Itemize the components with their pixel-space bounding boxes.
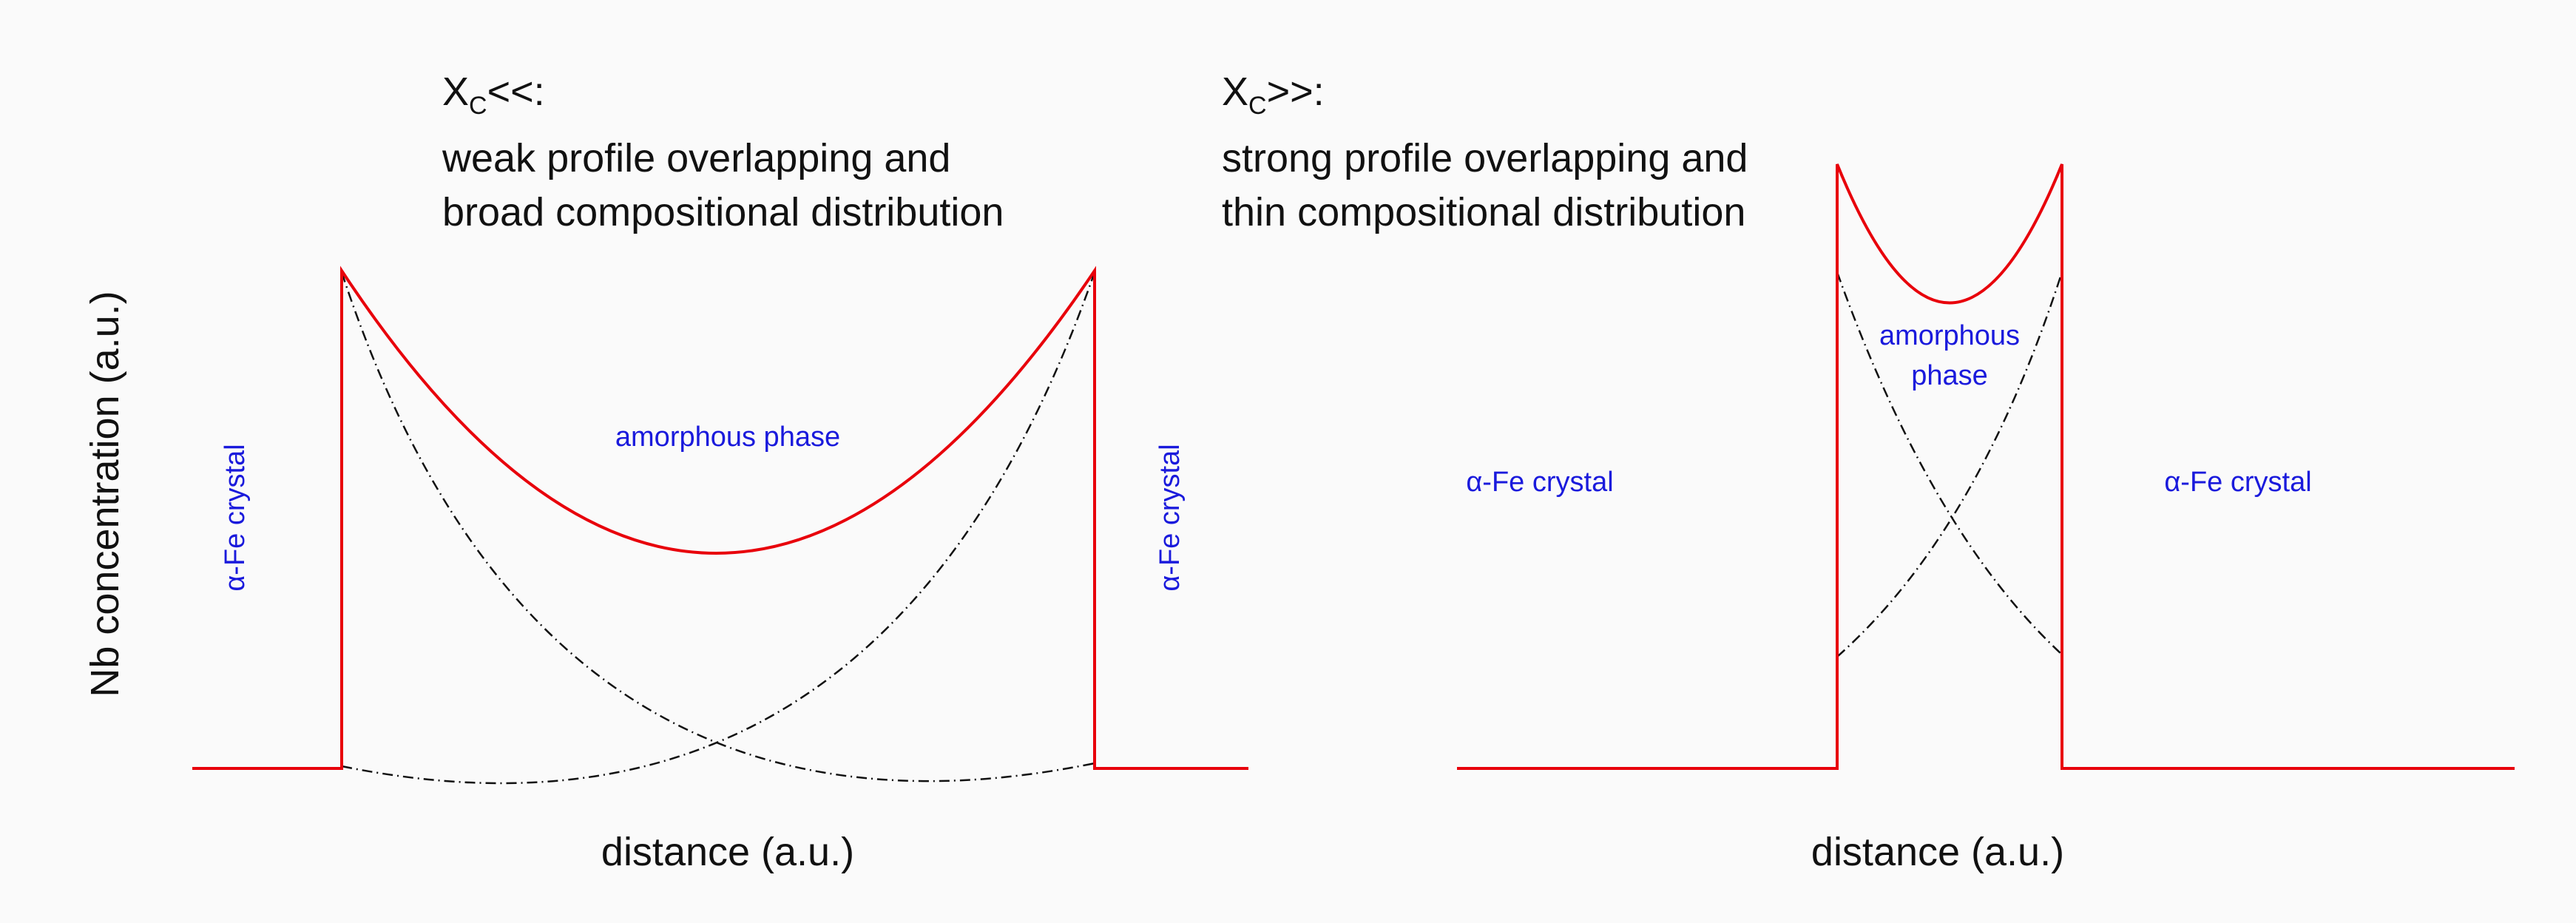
left-heading-subscript: C bbox=[469, 92, 487, 120]
right-heading: XC>>: strong profile overlapping and thi… bbox=[1222, 70, 1748, 234]
right-heading-subscript: C bbox=[1248, 92, 1267, 120]
y-axis-label: Nb concentration (a.u.) bbox=[83, 291, 127, 697]
left-phase-label: amorphous phase bbox=[615, 422, 840, 453]
right-heading-symbol: XC>>: bbox=[1222, 70, 1325, 120]
right-concentration-profile bbox=[1457, 163, 2515, 770]
right-phase-label-line2: phase bbox=[1911, 360, 1988, 391]
right-panel: XC>>: strong profile overlapping and thi… bbox=[1222, 70, 2515, 874]
right-heading-suffix: >>: bbox=[1267, 70, 1325, 114]
left-x-axis-label: distance (a.u.) bbox=[601, 830, 854, 874]
left-crystal-label-right: α-Fe crystal bbox=[1155, 444, 1186, 591]
left-panel: XC<<: weak profile overlapping and broad… bbox=[192, 70, 1248, 874]
right-crystal-label-left: α-Fe crystal bbox=[1466, 467, 1613, 498]
right-x-axis-label: distance (a.u.) bbox=[1811, 830, 2064, 874]
right-phase-label-line1: amorphous bbox=[1879, 320, 2020, 351]
right-heading-x: X bbox=[1222, 70, 1248, 114]
left-heading: XC<<: weak profile overlapping and broad… bbox=[442, 70, 1004, 234]
right-component-curve-decreasing bbox=[1836, 271, 2063, 655]
left-component-curve-increasing bbox=[341, 271, 1096, 785]
left-component-curve-decreasing bbox=[340, 271, 1095, 782]
left-heading-x: X bbox=[442, 70, 469, 114]
right-crystal-label-right: α-Fe crystal bbox=[2164, 467, 2311, 498]
left-heading-suffix: <<: bbox=[487, 70, 545, 114]
left-crystal-label-left: α-Fe crystal bbox=[220, 444, 251, 591]
left-heading-symbol: XC<<: bbox=[442, 70, 545, 120]
right-heading-line1: strong profile overlapping and bbox=[1222, 136, 1748, 180]
right-heading-line2: thin compositional distribution bbox=[1222, 190, 1745, 234]
left-heading-line2: broad compositional distribution bbox=[442, 190, 1004, 234]
left-heading-line1: weak profile overlapping and bbox=[442, 136, 950, 180]
left-concentration-profile bbox=[192, 266, 1248, 770]
right-component-curve-increasing bbox=[1836, 271, 2063, 657]
